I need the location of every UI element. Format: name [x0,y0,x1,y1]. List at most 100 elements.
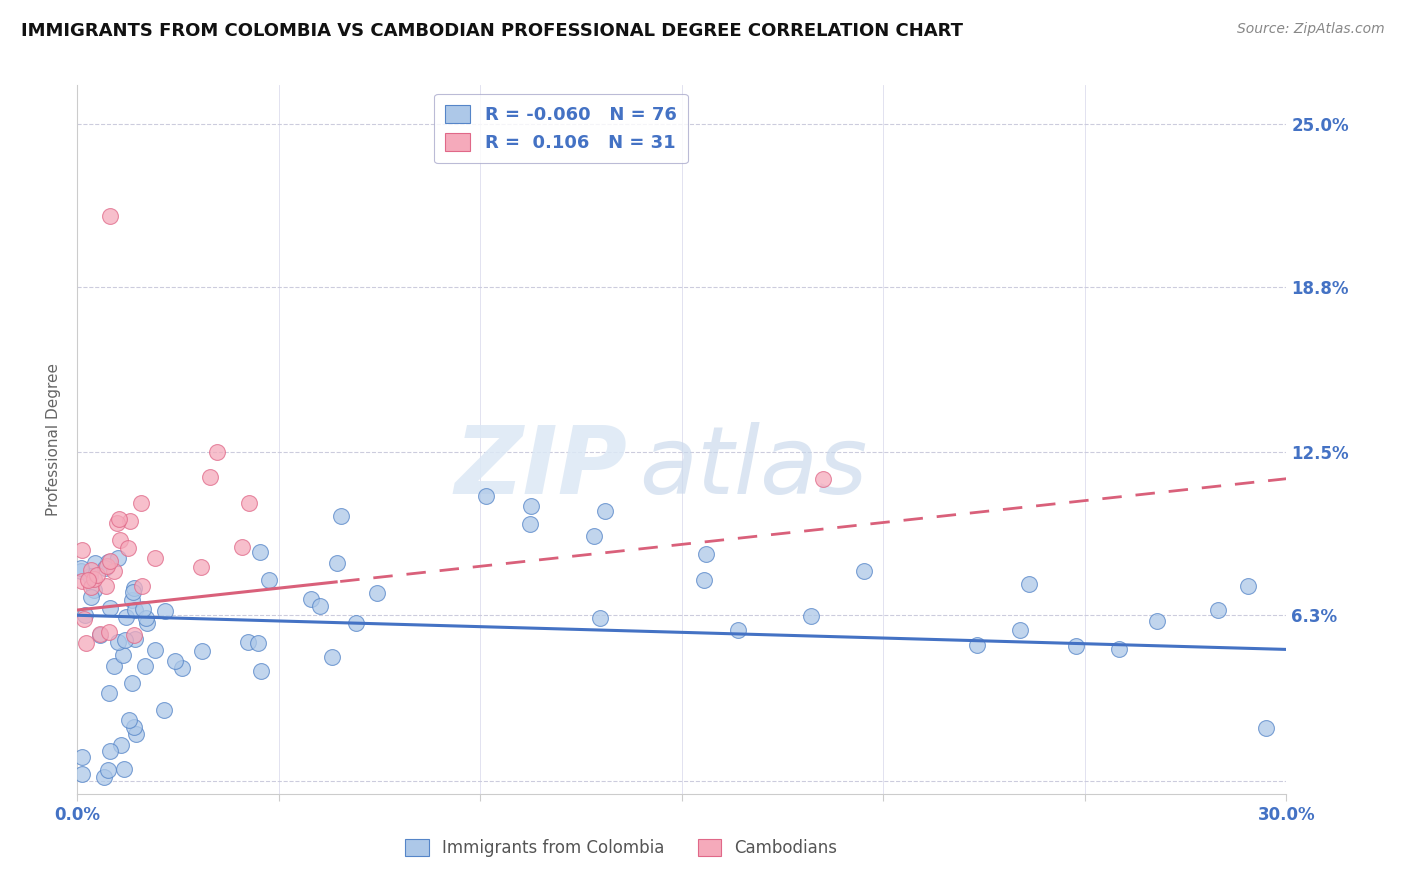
Point [94,579,117,593]
Point [70,564,93,578]
Point [124,720,146,734]
Point [122,628,145,642]
Point [114,762,136,776]
Point [89,627,111,641]
Point [96,555,118,569]
Point [250,664,273,678]
Point [329,509,352,524]
Point [152,703,174,717]
Point [73,612,96,626]
Point [519,516,541,531]
Point [125,727,148,741]
Point [108,512,131,526]
Point [583,529,606,543]
Point [593,504,616,518]
Point [80,580,103,594]
Point [97,763,120,777]
Point [124,632,146,647]
Point [134,659,156,673]
Point [853,564,876,578]
Point [129,496,152,510]
Point [115,610,138,624]
Point [75,608,97,623]
Point [98,554,121,568]
Point [1206,603,1229,617]
Point [100,600,122,615]
Point [70,574,93,588]
Point [200,470,222,484]
Point [98,686,121,700]
Text: ZIP: ZIP [454,422,627,514]
Point [727,623,749,637]
Point [135,611,157,625]
Point [93,561,115,575]
Point [86,567,108,582]
Point [249,545,271,559]
Point [98,744,121,758]
Point [695,547,717,561]
Point [110,533,132,547]
Legend: Immigrants from Colombia, Cambodians: Immigrants from Colombia, Cambodians [399,832,844,863]
Point [1256,721,1278,735]
Point [1146,614,1168,628]
Point [163,654,186,668]
Point [1010,623,1032,637]
Point [257,574,280,588]
Point [93,770,115,784]
Point [136,615,159,630]
Point [79,568,101,582]
Point [111,648,134,662]
Point [811,472,834,486]
Point [190,644,212,658]
Text: Source: ZipAtlas.com: Source: ZipAtlas.com [1237,22,1385,37]
Point [98,624,121,639]
Point [103,564,125,578]
Point [308,599,330,614]
Point [72,543,94,558]
Point [236,635,259,649]
Point [693,573,716,587]
Point [107,551,129,566]
Point [80,591,103,605]
Point [1018,577,1040,591]
Point [326,556,349,570]
Point [299,591,322,606]
Point [83,556,105,570]
Point [966,638,988,652]
Point [121,675,143,690]
Point [131,579,153,593]
Point [344,615,367,630]
Point [122,581,145,595]
Point [80,563,103,577]
Point [246,636,269,650]
Point [122,585,145,599]
Point [98,209,121,223]
Point [70,750,93,764]
Point [70,767,93,781]
Point [143,643,166,657]
Point [475,489,498,503]
Point [205,444,228,458]
Point [118,713,141,727]
Text: atlas: atlas [640,422,868,513]
Point [170,660,193,674]
Point [83,582,105,597]
Point [132,601,155,615]
Point [190,560,212,574]
Point [238,496,260,510]
Point [96,559,118,574]
Point [110,738,132,752]
Point [118,514,141,528]
Point [153,604,176,618]
Point [589,611,612,625]
Point [321,649,343,664]
Point [143,551,166,566]
Point [124,602,146,616]
Y-axis label: Professional Degree: Professional Degree [46,363,62,516]
Point [114,633,136,648]
Point [103,658,125,673]
Point [121,593,143,607]
Point [75,636,97,650]
Point [70,560,93,574]
Point [366,585,388,599]
